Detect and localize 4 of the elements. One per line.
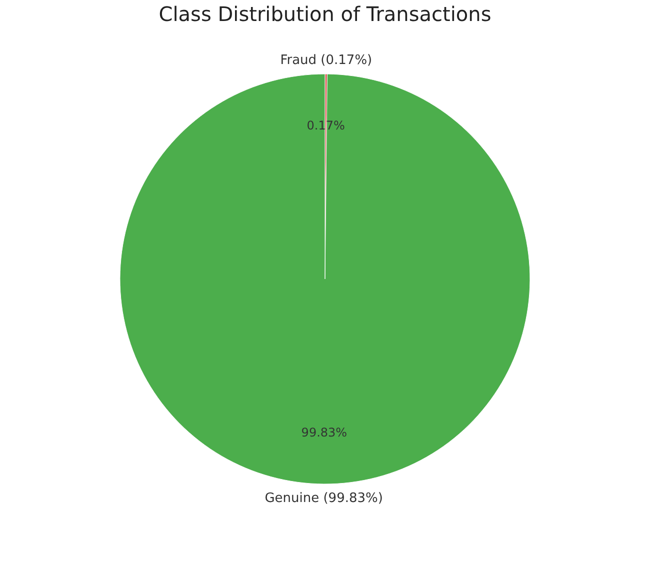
data-label: 99.83% (301, 426, 348, 440)
slice-label: Genuine (99.83%) (264, 490, 383, 506)
slice-label: Fraud (0.17%) (280, 53, 372, 68)
chart-title: Class Distribution of Transactions (158, 2, 492, 26)
